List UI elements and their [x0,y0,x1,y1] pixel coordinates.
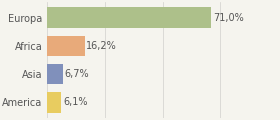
Bar [47,92,61,113]
Text: 6,1%: 6,1% [63,97,88,107]
Text: 71,0%: 71,0% [213,13,244,23]
Bar [47,64,63,84]
Bar [47,7,211,28]
Bar [47,36,85,56]
Text: 16,2%: 16,2% [87,41,117,51]
Text: 6,7%: 6,7% [64,69,89,79]
